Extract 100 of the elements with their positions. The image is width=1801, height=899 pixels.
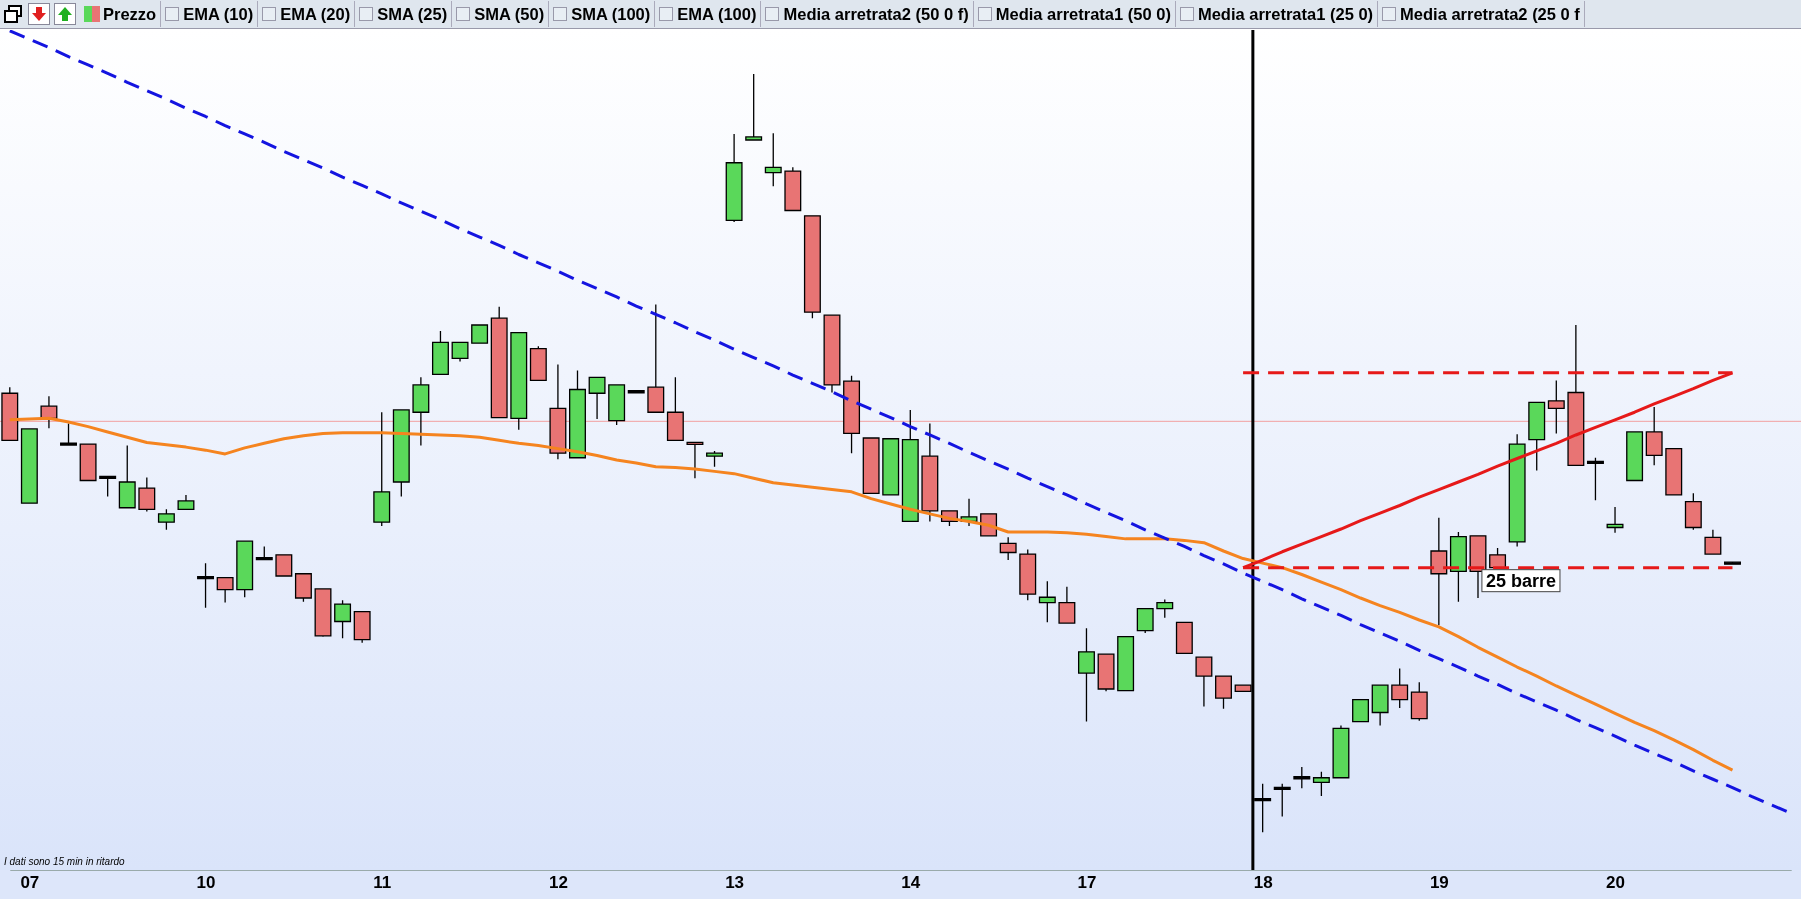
candlestick	[490, 306, 508, 419]
candlestick	[1528, 401, 1546, 472]
text: Media arretrata1 (50 0)	[995, 4, 1171, 24]
candlestick	[549, 363, 567, 460]
candlestick	[608, 384, 626, 426]
candlestick	[1724, 561, 1741, 565]
text: SMA (50)	[474, 4, 545, 24]
text: Media arretrata2 (25 0 f	[1400, 4, 1580, 24]
candlestick	[999, 536, 1017, 561]
candlestick	[314, 588, 332, 638]
candlestick	[569, 369, 586, 459]
text: I dati sono 15 min in ritardo	[4, 856, 126, 867]
candlestick	[1312, 771, 1330, 797]
candlestick	[334, 599, 352, 639]
candlestick	[255, 545, 273, 561]
x-tick-label: 07	[20, 873, 40, 893]
candlestick	[1058, 585, 1076, 624]
candlestick	[392, 409, 410, 498]
text: SMA (100)	[571, 4, 651, 24]
candlestick	[157, 508, 175, 531]
candlestick	[118, 444, 136, 509]
annotation: 25 barre	[1485, 570, 1556, 591]
candlestick	[1586, 457, 1604, 501]
candlestick	[1684, 492, 1702, 531]
candlestick	[882, 438, 900, 496]
candlestick	[1410, 681, 1428, 722]
candlestick	[138, 476, 156, 513]
candlestick	[1332, 724, 1350, 779]
candlestick	[706, 450, 724, 468]
x-tick-label: 11	[373, 873, 392, 893]
candlestick	[1293, 766, 1311, 789]
candlestick	[471, 324, 489, 344]
candlestick	[1215, 675, 1232, 710]
text: EMA (20)	[280, 4, 351, 24]
x-tick-label: 14	[901, 873, 921, 893]
candlestick	[627, 390, 645, 394]
candlestick	[764, 132, 782, 187]
candlestick	[20, 428, 38, 504]
candlestick	[1371, 684, 1389, 727]
x-tick-label: 18	[1253, 873, 1273, 893]
text: Media arretrata2 (50 0 f)	[783, 4, 969, 24]
candlestick	[275, 554, 293, 577]
candlestick	[216, 576, 234, 604]
candlestick	[1195, 656, 1213, 708]
candlestick	[1077, 627, 1095, 723]
candlestick	[1156, 598, 1174, 619]
candlestick	[1430, 516, 1448, 626]
candlestick	[197, 562, 215, 609]
candlestick	[745, 73, 763, 141]
candlestick	[431, 330, 449, 375]
candlestick	[1391, 667, 1409, 709]
candlestick	[843, 375, 861, 454]
candlestick	[1254, 783, 1272, 833]
candlestick	[529, 345, 547, 382]
x-tick-label: 12	[548, 873, 568, 893]
candlestick	[1019, 548, 1037, 601]
candlestick	[862, 437, 880, 495]
x-tick-label: 20	[1606, 873, 1625, 893]
candlestick	[373, 411, 391, 527]
candlestick	[647, 303, 665, 413]
candlestick	[1645, 406, 1663, 466]
candlestick	[725, 133, 743, 223]
candlestick	[588, 376, 606, 420]
x-tick-label: 19	[1429, 873, 1449, 893]
candlestick	[1117, 636, 1135, 692]
candlestick	[1704, 529, 1722, 555]
text: Prezzo	[103, 4, 157, 24]
candlestick	[784, 166, 802, 212]
candlestick	[1626, 431, 1644, 482]
candlestick	[353, 611, 371, 644]
candlestick	[1136, 607, 1154, 634]
candlestick	[686, 441, 704, 479]
text: EMA (10)	[183, 4, 254, 24]
candlestick	[823, 314, 841, 394]
candlestick	[1, 386, 19, 441]
candlestick	[294, 573, 312, 603]
candlestick	[177, 494, 195, 510]
x-tick-label: 10	[196, 873, 216, 893]
candlestick	[1273, 783, 1291, 818]
candlestick	[1665, 447, 1683, 496]
candlestick	[666, 376, 684, 441]
candlestick	[1097, 653, 1115, 692]
candlestick	[1175, 621, 1193, 655]
candlestick	[803, 215, 821, 319]
candlestick	[1449, 531, 1467, 603]
candlestick	[1508, 433, 1526, 548]
candlestick	[236, 540, 254, 598]
candlestick	[60, 422, 77, 446]
candlestick	[451, 341, 469, 363]
text: EMA (100)	[677, 4, 757, 24]
candlestick	[510, 331, 528, 431]
x-tick-label: 13	[725, 873, 745, 893]
candlestick	[79, 443, 97, 482]
x-tick-label: 17	[1077, 873, 1097, 893]
candlestick	[901, 409, 919, 523]
candlestick	[921, 422, 939, 523]
text: SMA (25)	[377, 4, 448, 24]
text: Media arretrata1 (25 0)	[1197, 4, 1374, 24]
candlestick	[1038, 580, 1056, 623]
candlestick	[1547, 379, 1565, 435]
